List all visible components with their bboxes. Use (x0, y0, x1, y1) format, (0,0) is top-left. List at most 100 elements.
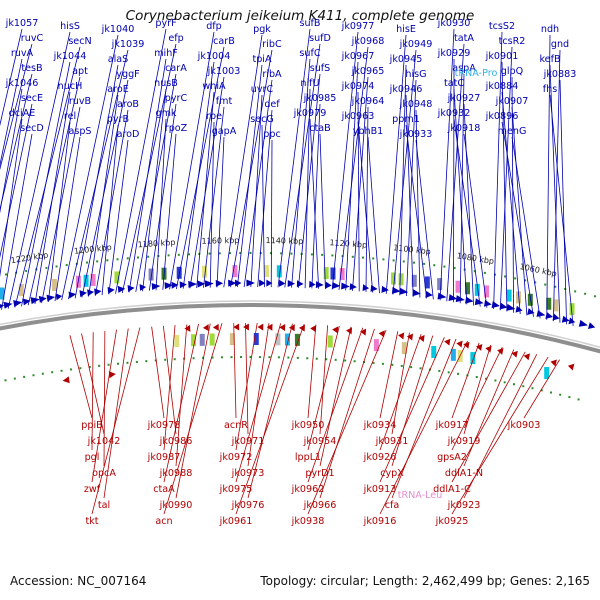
forward-connector-line (464, 134, 487, 308)
reverse-gene-label: jk0923 (447, 500, 481, 511)
forward-gene-arrow (188, 281, 197, 288)
reverse-gene-label: jk0917 (435, 420, 469, 431)
forward-gene-label: jk0948 (399, 99, 433, 110)
forward-gene-label: jk0883 (543, 69, 577, 80)
forward-gene-label: carA (165, 63, 187, 74)
outer-tick-dot (219, 252, 221, 254)
outer-tick-dot (127, 257, 129, 259)
forward-gene-arrow (56, 293, 63, 300)
forward-gene-label: uvrC (251, 84, 274, 95)
inner-tick-dot (522, 385, 524, 387)
forward-gene-label: jk1003 (207, 66, 241, 77)
reverse-connector-line (320, 325, 328, 434)
forward-connector-line (512, 137, 540, 318)
reverse-gene-label: jk0986 (159, 436, 193, 447)
outer-tick-dot (504, 275, 506, 277)
reverse-gene-label: jk0913 (363, 484, 397, 495)
position-tick-label: 1080 kbp (456, 251, 495, 266)
inner-tick-dot (174, 358, 176, 360)
reverse-connector-line (92, 332, 93, 450)
forward-gene-arrow (87, 289, 94, 296)
forward-gene-label: secD (20, 123, 44, 134)
outer-tick-dot (311, 253, 313, 255)
reverse-gene-label: ddlA1-N (445, 468, 483, 479)
inner-tick-dot (354, 360, 356, 362)
forward-gene-label: rpoZ (165, 123, 188, 134)
inner-tick-dot (136, 361, 138, 363)
forward-gene-label: ppm1 (392, 114, 420, 125)
reverse-gene-arrow (267, 324, 273, 331)
forward-gene-label: sufS (310, 63, 331, 74)
outer-tick-dot (372, 257, 374, 259)
forward-gene-label: fhs (543, 84, 557, 95)
forward-gene-label: rpe (206, 111, 222, 122)
forward-gene-label: gmk (156, 108, 177, 119)
forward-gene-arrow (371, 285, 378, 292)
reverse-gene-arrow (456, 341, 462, 348)
forward-gene-label: jk0907 (495, 96, 529, 107)
forward-gene-arrow (279, 280, 285, 287)
forward-gene-arrow (128, 285, 135, 292)
forward-gene-label: fmt (216, 96, 233, 107)
outer-tick-dot (147, 256, 149, 258)
inner-tick-dot (457, 373, 459, 375)
inner-tick-dot (568, 396, 570, 398)
forward-gene-label: jk0933 (399, 129, 433, 140)
forward-gene-label: ribA (262, 69, 282, 80)
reverse-gene-arrow (332, 326, 338, 333)
forward-connector-line (0, 59, 22, 316)
reverse-gene-label: jk0988 (159, 468, 193, 479)
reverse-connector-line (70, 335, 92, 418)
reverse-gene-label: jk0971 (231, 436, 265, 447)
reverse-gene-arrow (63, 376, 70, 383)
inner-tick-dot (98, 365, 100, 367)
inner-tick-dot (259, 356, 261, 358)
forward-gene-label: jk1004 (197, 51, 231, 62)
forward-gene-arrow (536, 310, 545, 317)
outer-tick-dot (574, 290, 576, 292)
reverse-gene-label: jk0962 (291, 484, 325, 495)
inner-tick-dot (193, 357, 195, 359)
outer-tick-dot (484, 272, 486, 274)
inner-tick-dot (316, 358, 318, 360)
forward-gene-label: aroE (107, 84, 129, 95)
forward-gene-arrow (506, 304, 515, 311)
forward-gene-arrow (568, 317, 575, 324)
reverse-cog-block (328, 335, 333, 347)
forward-connector-line (143, 89, 166, 291)
inner-tick-dot (297, 357, 299, 359)
reverse-gene-arrow (346, 327, 352, 334)
reverse-gene-arrow (213, 324, 219, 331)
forward-gene-arrow (515, 306, 522, 313)
forward-gene-label: jk0918 (447, 123, 481, 134)
inner-tick-dot (221, 356, 223, 358)
genome-map: 1240 kbp1220 kbp1200 kbp1180 kbp1160 kbp… (0, 0, 600, 600)
forward-connector-line (156, 119, 166, 290)
inner-tick-dot (4, 379, 6, 381)
outer-tick-dot (362, 257, 364, 259)
inner-tick-dot (108, 364, 110, 366)
reverse-connector-line (163, 326, 176, 434)
outer-tick-dot (352, 256, 354, 258)
forward-gene-arrow (492, 301, 500, 308)
reverse-gene-label: pgl (85, 452, 100, 463)
inner-tick-dot (79, 367, 81, 369)
forward-gene-label: aroD (117, 129, 140, 140)
forward-gene-label: kefB (539, 54, 560, 65)
forward-gene-label: aroB (117, 99, 139, 110)
forward-gene-arrow (118, 286, 126, 293)
forward-gene-label: tcsR2 (499, 36, 526, 47)
outer-tick-dot (514, 277, 516, 279)
forward-gene-label: aspS (68, 126, 91, 137)
forward-gene-label: menG (498, 126, 527, 137)
forward-gene-label: pgk (253, 24, 271, 35)
forward-connector-line (0, 104, 32, 312)
inner-tick-dot (240, 356, 242, 358)
inner-tick-dot (32, 374, 34, 376)
inner-tick-dot (335, 359, 337, 361)
forward-gene-arrow (205, 280, 214, 287)
forward-gene-label: jk0929 (437, 48, 471, 59)
outer-tick-dot (443, 266, 445, 268)
forward-gene-arrow (527, 308, 534, 315)
reverse-gene-label: jk0903 (507, 420, 541, 431)
